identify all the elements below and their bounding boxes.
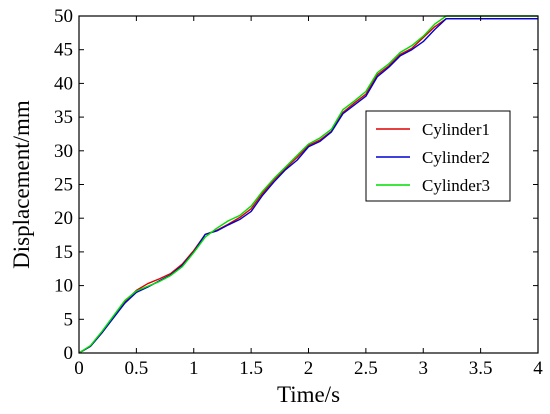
legend-label: Cylinder2 [422, 148, 490, 167]
legend: Cylinder1 Cylinder2 Cylinder3 [365, 110, 511, 202]
series-layer [78, 15, 538, 354]
legend-box [365, 110, 511, 202]
y-tick-label: 20 [54, 208, 73, 229]
y-axis-title: Displacement/mm [9, 100, 34, 269]
y-tick-label: 5 [64, 309, 74, 330]
series-line-cylinder2 [78, 18, 538, 354]
legend-label: Cylinder1 [422, 120, 490, 139]
x-tick-label: 1 [189, 358, 199, 379]
x-tick-label: 0 [74, 358, 84, 379]
y-tick-label: 30 [54, 141, 73, 162]
series-line-cylinder3 [78, 15, 538, 354]
y-tick-label: 15 [54, 242, 73, 263]
x-tick-label: 3 [419, 358, 429, 379]
x-tick-label: 3.5 [469, 358, 493, 379]
x-tick-label: 0.5 [125, 358, 149, 379]
y-tick-label: 25 [54, 175, 73, 196]
x-tick-label: 1.5 [239, 358, 263, 379]
x-tick-label: 2.5 [354, 358, 378, 379]
series-line-cylinder1 [78, 18, 538, 354]
y-tick-label: 40 [54, 73, 73, 94]
y-tick-label: 50 [54, 6, 73, 27]
x-axis-title: Time/s [277, 382, 340, 407]
y-tick-label: 0 [64, 343, 74, 364]
legend-label: Cylinder3 [422, 176, 490, 195]
y-tick-label: 45 [54, 40, 73, 61]
x-tick-label: 4 [533, 358, 543, 379]
y-tick-label: 10 [54, 276, 73, 297]
x-tick-label: 2 [304, 358, 314, 379]
y-tick-label: 35 [54, 107, 73, 128]
